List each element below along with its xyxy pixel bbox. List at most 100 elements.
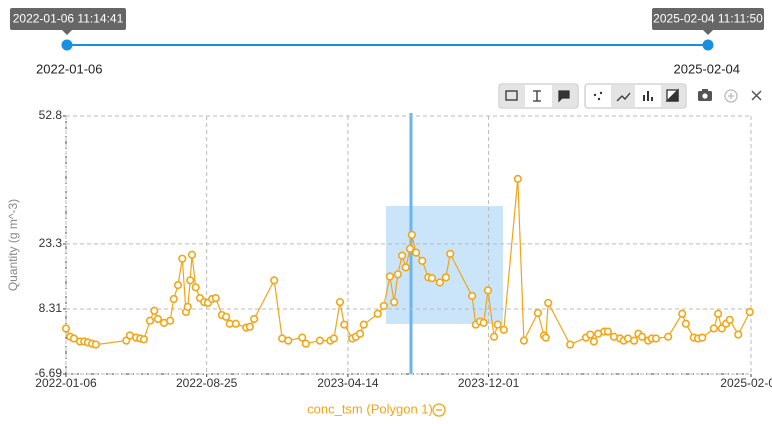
- data-point: [69, 334, 79, 343]
- data-point: [301, 339, 311, 348]
- data-point: [446, 249, 455, 259]
- data-point: [173, 281, 183, 290]
- data-point: [284, 336, 293, 345]
- data-point: [586, 330, 595, 339]
- data-point: [745, 307, 754, 317]
- slider-end-date: 2025-02-04: [674, 61, 741, 76]
- button[interactable]: [611, 85, 635, 107]
- slider-end-label: 2025-02-04 11:11:50: [653, 12, 763, 26]
- data-point: [329, 334, 339, 343]
- data-point: [335, 297, 345, 307]
- data-point: [698, 333, 707, 342]
- slider-handle[interactable]: [702, 39, 714, 51]
- slider-start-date: 2022-01-06: [36, 61, 103, 76]
- data-point: [734, 330, 743, 339]
- y-tick-label: 23.3: [39, 236, 63, 250]
- y-axis-label: Quantity (g m^-3): [6, 199, 20, 291]
- data-point: [541, 333, 550, 342]
- legend-label: conc_tsm (Polygon 1): [307, 401, 433, 416]
- data-point: [139, 335, 149, 344]
- button-group: [584, 83, 687, 109]
- data-point: [186, 276, 195, 285]
- plot: -6.69 8.31 23.3 52.8 2022-01-06 2022-08-25 202…: [35, 108, 772, 390]
- data-point: [183, 302, 192, 311]
- data-point: [709, 324, 718, 333]
- data-point: [533, 308, 542, 317]
- data-point: [664, 332, 673, 341]
- data-point: [678, 309, 687, 318]
- camera-button[interactable]: [698, 89, 712, 101]
- data-point: [398, 251, 407, 260]
- x-tick-label: 2025-02-04: [720, 376, 772, 390]
- data-point: [418, 256, 427, 265]
- data-point: [651, 334, 661, 343]
- tooltip-arrow: [703, 30, 713, 35]
- data-point: [393, 270, 402, 279]
- data-point: [427, 274, 437, 283]
- data-point: [153, 314, 163, 324]
- data-point: [169, 294, 178, 304]
- data-point: [385, 272, 395, 281]
- data-point: [725, 315, 734, 324]
- data-point: [566, 340, 575, 349]
- data-point: [231, 319, 240, 328]
- data-point: [441, 273, 451, 282]
- data-point: [479, 318, 488, 327]
- data-point: [150, 306, 159, 315]
- data-point: [145, 316, 155, 325]
- data-point: [544, 298, 553, 308]
- data-point: [359, 320, 368, 329]
- data-point: [412, 248, 421, 257]
- data-point: [714, 309, 723, 318]
- icon: [505, 90, 518, 101]
- data-point: [405, 244, 415, 253]
- y-tick-label: 8.31: [39, 301, 63, 315]
- data-point: [211, 294, 220, 303]
- data-point: [483, 286, 493, 295]
- x-tick-label: 2023-12-01: [458, 376, 520, 390]
- icon: [643, 91, 653, 101]
- icon: [558, 90, 570, 103]
- data-point: [629, 336, 639, 345]
- data-point: [589, 337, 599, 346]
- button[interactable]: [526, 85, 551, 107]
- data-point: [499, 325, 508, 334]
- data-point: [603, 327, 613, 336]
- slider-handle[interactable]: [61, 39, 73, 51]
- legend[interactable]: conc_tsm (Polygon 1): [307, 401, 446, 417]
- data-point: [493, 320, 502, 329]
- y-tick-label: 52.8: [39, 108, 63, 122]
- button[interactable]: [500, 85, 525, 107]
- data-point: [245, 322, 254, 331]
- data-point: [379, 301, 388, 311]
- icon: [616, 92, 631, 102]
- data-point: [407, 230, 416, 239]
- data-point: [340, 320, 349, 329]
- data-point: [166, 316, 175, 325]
- x-tick-label: 2022-08-25: [176, 376, 238, 390]
- x-tick-label: 2023-04-14: [317, 376, 379, 390]
- legend-remove[interactable]: [432, 403, 446, 417]
- data-point: [355, 329, 365, 338]
- data-point: [401, 263, 410, 272]
- data-point: [513, 174, 522, 183]
- data-point: [468, 291, 477, 301]
- tooltip-arrow: [62, 30, 72, 35]
- button[interactable]: [586, 85, 610, 107]
- toolbar: [498, 83, 762, 109]
- slider-start-label: 2022-01-06 11:14:41: [13, 12, 124, 26]
- data-point: [250, 314, 259, 324]
- data-point: [390, 297, 399, 307]
- data-point: [222, 312, 231, 321]
- close-button[interactable]: [751, 90, 762, 101]
- data-point: [489, 332, 499, 341]
- data-point: [373, 309, 382, 318]
- add-button[interactable]: [724, 89, 738, 103]
- data-point: [91, 340, 100, 349]
- data-point: [298, 333, 307, 342]
- data-point: [519, 336, 528, 345]
- tooltip: [652, 8, 764, 30]
- data-point: [270, 276, 279, 285]
- x-tick-label: 2022-01-06: [35, 376, 97, 390]
